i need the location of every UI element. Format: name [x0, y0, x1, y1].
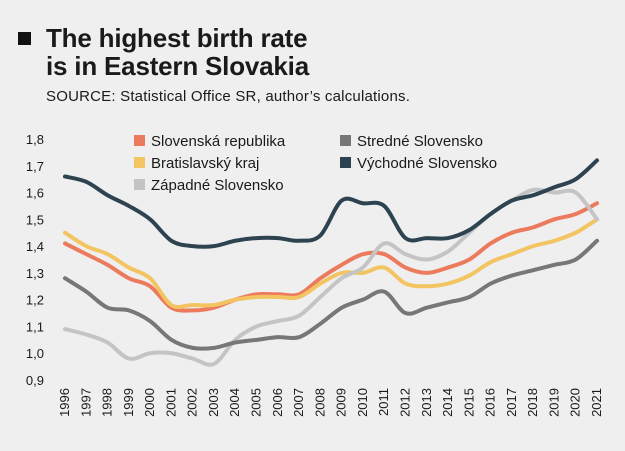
legend-swatch	[134, 179, 145, 190]
legend-swatch	[340, 135, 351, 146]
title-line-1: The highest birth rate	[46, 23, 308, 53]
x-tick-label: 2012	[397, 388, 412, 417]
y-tick-label: 1,3	[26, 266, 44, 281]
x-tick-label: 2020	[568, 388, 583, 417]
series-lines	[63, 158, 599, 367]
y-tick-label: 1,1	[26, 319, 44, 334]
x-tick-label: 2010	[355, 388, 370, 417]
x-tick-label: 2013	[419, 388, 434, 417]
x-tick-label: 2016	[483, 388, 498, 417]
x-tick-label: 2015	[461, 388, 476, 417]
x-tick-label: 2019	[546, 388, 561, 417]
legend-label: Bratislavský kraj	[151, 155, 259, 172]
legend-swatch	[134, 157, 145, 168]
series-line-1	[63, 201, 599, 313]
y-tick-label: 1,4	[26, 239, 44, 254]
x-tick-label: 2007	[291, 388, 306, 417]
x-tick-label: 1998	[100, 388, 115, 417]
source-note: SOURCE: Statistical Office SR, author’s …	[46, 88, 411, 105]
x-tick-label: 2002	[185, 388, 200, 417]
y-tick-label: 1,5	[26, 212, 44, 227]
x-tick-label: 2021	[589, 388, 604, 417]
legend-label: Západné Slovensko	[151, 177, 284, 194]
x-tick-label: 2003	[206, 388, 221, 417]
y-axis: 0,9 1,0 1,1 1,2 1,3 1,4 1,5 1,6 1,7 1,8	[26, 132, 44, 388]
legend-label: Východné Slovensko	[357, 155, 497, 172]
x-tick-label: 1997	[78, 388, 93, 417]
series-line-2	[63, 217, 599, 309]
legend-label: Slovenská republika	[151, 133, 286, 150]
x-axis: 1996 1997 1998 1999 2000 2001 2002 2003 2004 2005…	[57, 388, 604, 417]
x-tick-label: 2014	[440, 388, 455, 417]
x-tick-label: 2004	[227, 388, 242, 417]
y-tick-label: 1,6	[26, 186, 44, 201]
x-tick-label: 2000	[142, 388, 157, 417]
x-tick-label: 2017	[504, 388, 519, 417]
chart-title: The highest birth rate is in Eastern Slo…	[46, 24, 309, 80]
y-tick-label: 1,2	[26, 293, 44, 308]
x-tick-label: 1996	[57, 388, 72, 417]
x-tick-label: 2011	[376, 388, 391, 416]
series-line-5	[63, 158, 599, 249]
x-tick-label: 2001	[163, 388, 178, 417]
x-tick-label: 1999	[121, 388, 136, 417]
series-line-4	[63, 238, 599, 351]
y-tick-label: 1,0	[26, 346, 44, 361]
legend-swatch	[134, 135, 145, 146]
x-tick-label: 2006	[270, 388, 285, 417]
legend: Slovenská republika Bratislavský kraj Zápa…	[134, 133, 497, 194]
legend-swatch	[340, 157, 351, 168]
y-tick-label: 1,8	[26, 132, 44, 147]
x-tick-label: 2008	[312, 388, 327, 417]
legend-label: Stredné Slovensko	[357, 133, 483, 150]
x-tick-label: 2018	[525, 388, 540, 417]
title-marker-square	[18, 32, 31, 45]
x-tick-label: 2005	[249, 388, 264, 417]
title-line-2: is in Eastern Slovakia	[46, 51, 309, 81]
y-tick-label: 0,9	[26, 373, 44, 388]
x-tick-label: 2009	[334, 388, 349, 417]
y-tick-label: 1,7	[26, 159, 44, 174]
